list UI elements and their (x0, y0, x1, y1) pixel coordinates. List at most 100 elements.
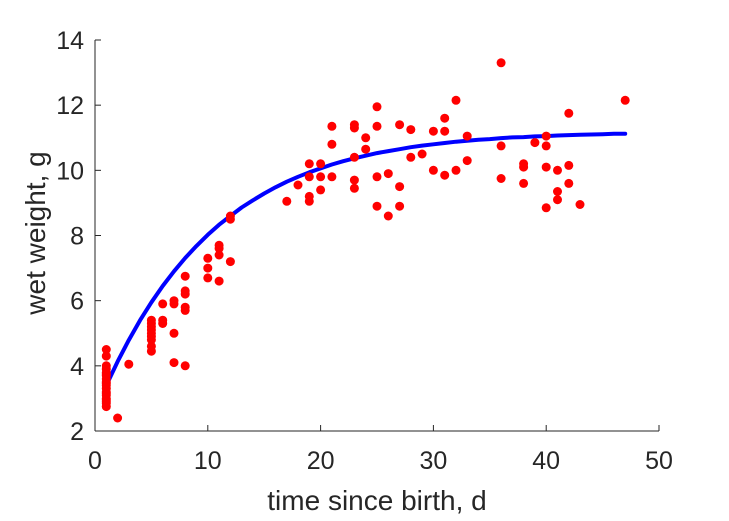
data-point (282, 196, 292, 206)
data-point (349, 183, 359, 193)
x-tick-label: 40 (532, 447, 560, 475)
data-point (553, 165, 562, 175)
data-point (541, 141, 551, 151)
data-point (304, 159, 314, 169)
data-point (304, 196, 314, 206)
data-point (440, 126, 450, 136)
data-point (519, 162, 529, 172)
data-point (564, 160, 574, 170)
data-point (316, 185, 326, 195)
data-point (451, 95, 461, 105)
data-point (428, 126, 438, 136)
data-point (349, 152, 359, 162)
data-point (203, 273, 213, 283)
data-point (406, 125, 416, 135)
fit-curve (104, 131, 628, 388)
data-point (620, 95, 630, 105)
data-point (327, 172, 337, 182)
data-point (180, 271, 190, 281)
data-point (440, 170, 450, 180)
x-tick-label: 10 (194, 447, 222, 475)
data-point (383, 211, 393, 221)
data-point (304, 172, 314, 182)
data-point (530, 138, 540, 148)
y-tick-label: 12 (56, 92, 84, 120)
plot-area (101, 58, 630, 423)
data-point (327, 121, 337, 131)
data-point (428, 165, 438, 175)
data-point (169, 328, 179, 338)
data-point (316, 159, 326, 169)
y-tick-label: 2 (70, 418, 84, 446)
data-point (496, 141, 506, 151)
data-point (541, 131, 551, 141)
data-point (406, 152, 416, 162)
data-point (169, 358, 179, 368)
data-point (519, 178, 529, 188)
data-point (372, 121, 382, 131)
data-point (395, 182, 405, 192)
data-point (496, 58, 506, 68)
data-point (180, 361, 190, 371)
x-axis-label: time since birth, d (267, 485, 486, 516)
data-point (349, 123, 359, 133)
y-axis-label: wet weight, g (20, 151, 51, 315)
data-point (462, 156, 472, 166)
y-tick-label: 4 (70, 353, 84, 381)
data-point (564, 108, 574, 118)
data-point (383, 169, 393, 179)
data-point (395, 120, 405, 130)
data-point (553, 195, 562, 205)
data-point (417, 149, 427, 159)
data-point (564, 178, 574, 188)
data-point (395, 201, 405, 211)
data-point (372, 102, 382, 112)
data-point (101, 402, 111, 412)
data-point (316, 172, 326, 182)
data-point (451, 165, 461, 175)
data-point (169, 299, 179, 309)
data-point (361, 133, 371, 143)
data-point (203, 253, 213, 263)
data-point (225, 214, 235, 224)
data-point (541, 203, 551, 213)
data-point (440, 113, 450, 123)
y-tick-label: 14 (56, 27, 84, 55)
data-point (293, 180, 303, 190)
y-tick-label: 10 (56, 157, 84, 185)
data-point (101, 351, 111, 361)
data-point (101, 345, 111, 354)
data-point (372, 201, 382, 211)
data-point (361, 144, 371, 154)
data-point (496, 174, 506, 183)
data-point (214, 244, 224, 253)
data-point (575, 200, 585, 209)
y-tick-label: 6 (70, 288, 84, 316)
data-point (124, 359, 134, 369)
x-tick-label: 50 (645, 447, 673, 475)
data-point (349, 175, 359, 185)
data-point (214, 276, 224, 286)
data-point (146, 335, 156, 345)
y-axis: 2 4 6 8 10 12 14 (56, 27, 101, 446)
data-point (553, 187, 562, 196)
x-tick-label: 0 (88, 447, 102, 475)
data-point (225, 257, 235, 267)
data-point (180, 305, 190, 315)
data-point (372, 172, 382, 182)
data-point (113, 413, 123, 423)
x-tick-label: 20 (307, 447, 335, 475)
data-point (146, 346, 156, 356)
x-axis: 0 10 20 30 40 50 (88, 425, 673, 475)
data-point (327, 139, 337, 149)
data-point (541, 162, 551, 172)
data-point (203, 263, 213, 273)
data-point (214, 250, 224, 260)
y-tick-label: 8 (70, 223, 84, 251)
data-point (158, 319, 168, 328)
data-point (158, 299, 168, 309)
data-point (462, 131, 472, 141)
x-tick-label: 30 (419, 447, 447, 475)
data-point (180, 289, 190, 299)
